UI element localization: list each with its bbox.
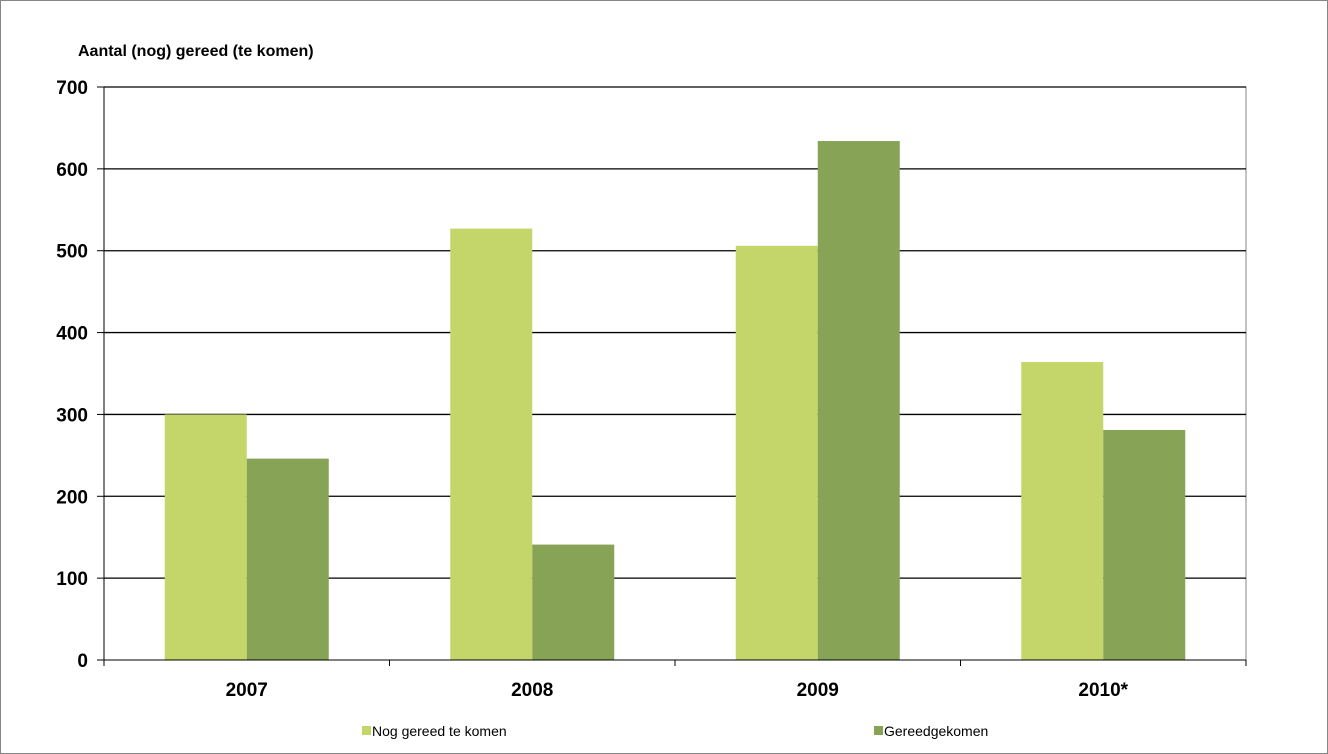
- y-tick-label: 500: [56, 242, 88, 263]
- y-tick-label: 600: [56, 160, 88, 181]
- y-tick-label: 100: [56, 569, 88, 590]
- x-tick-label: 2008: [511, 680, 553, 701]
- axes: [97, 86, 1247, 666]
- y-tick-label: 300: [56, 405, 88, 426]
- bar-gereedgekomen-0: [246, 458, 329, 660]
- bar-nog-gereed-te-komen-0: [164, 414, 247, 660]
- legend-swatch: [874, 726, 883, 735]
- bars: [164, 141, 1186, 661]
- x-tick-label: 2010*: [1078, 680, 1128, 701]
- x-tick-labels: 2007 2008 2009 2010*: [226, 680, 1129, 701]
- y-tick-label: 0: [77, 651, 88, 672]
- bar-nog-gereed-te-komen-3: [1021, 362, 1104, 660]
- x-tick-label: 2009: [797, 680, 839, 701]
- legend-label: Nog gereed te komen: [372, 723, 507, 739]
- bar-gereedgekomen-2: [817, 141, 900, 661]
- legend-swatch: [362, 726, 371, 735]
- bar-nog-gereed-te-komen-1: [450, 228, 533, 660]
- legend: Nog gereed te komen Gereedgekomen: [362, 723, 988, 739]
- y-axis-title: Aantal (nog) gereed (te komen): [78, 43, 314, 60]
- bar-gereedgekomen-1: [532, 544, 615, 660]
- y-tick-label: 200: [56, 487, 88, 508]
- x-tick-label: 2007: [226, 680, 268, 701]
- y-tick-labels: 0 100 200 300 400 500 600 700: [56, 78, 88, 672]
- legend-label: Gereedgekomen: [884, 723, 988, 739]
- y-tick-label: 700: [56, 78, 88, 99]
- y-tick-label: 400: [56, 324, 88, 345]
- bar-nog-gereed-te-komen-2: [735, 245, 818, 660]
- bar-gereedgekomen-3: [1103, 429, 1186, 660]
